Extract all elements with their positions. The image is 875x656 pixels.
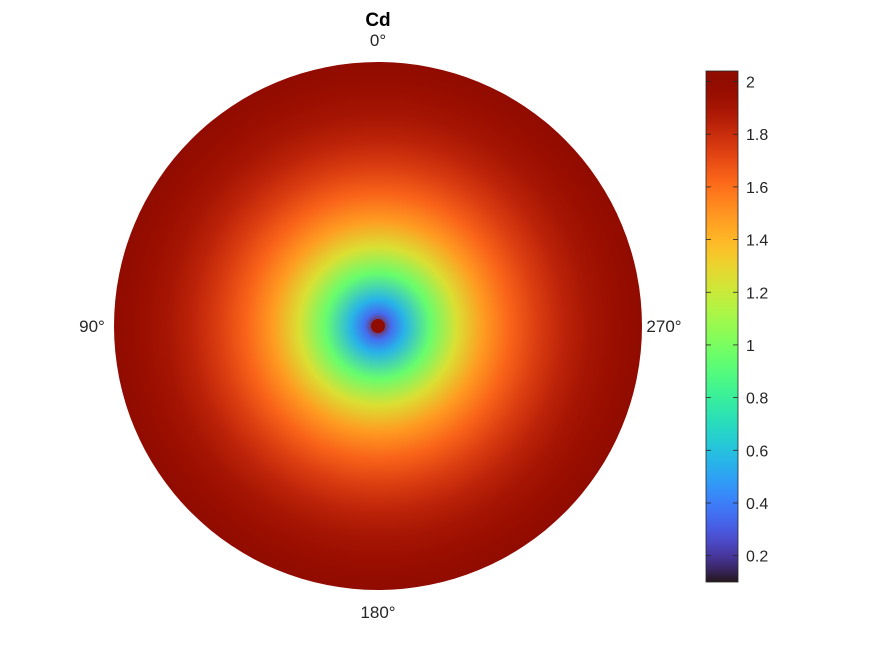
angle-label: 270° bbox=[646, 317, 681, 336]
colorbar-tick-label: 1.4 bbox=[746, 233, 768, 250]
angle-labels: 0° 90° 180° 270° bbox=[79, 31, 681, 622]
angle-label: 90° bbox=[79, 317, 105, 336]
colorbar-tick-label: 0.8 bbox=[746, 391, 768, 408]
colorbar-tick-label: 1 bbox=[746, 338, 755, 355]
colorbar bbox=[705, 70, 739, 583]
center-marker bbox=[371, 319, 385, 333]
colorbar-tick-label: 1.2 bbox=[746, 285, 768, 302]
colorbar-tick-label: 2 bbox=[746, 75, 755, 92]
chart-title: Cd bbox=[365, 10, 390, 31]
angle-label: 180° bbox=[360, 603, 395, 622]
colorbar-tick-label: 1.6 bbox=[746, 180, 768, 197]
colorbar-tick-label: 0.2 bbox=[746, 549, 768, 566]
colorbar-tick-label: 0.6 bbox=[746, 443, 768, 460]
colorbar-ticks: 0.2 0.4 0.6 0.8 1 1.2 1.4 1.6 1.8 2 bbox=[706, 75, 768, 566]
angle-label: 0° bbox=[370, 31, 386, 50]
colorbar-tick-label: 1.8 bbox=[746, 127, 768, 144]
colorbar-tick-label: 0.4 bbox=[746, 496, 768, 513]
